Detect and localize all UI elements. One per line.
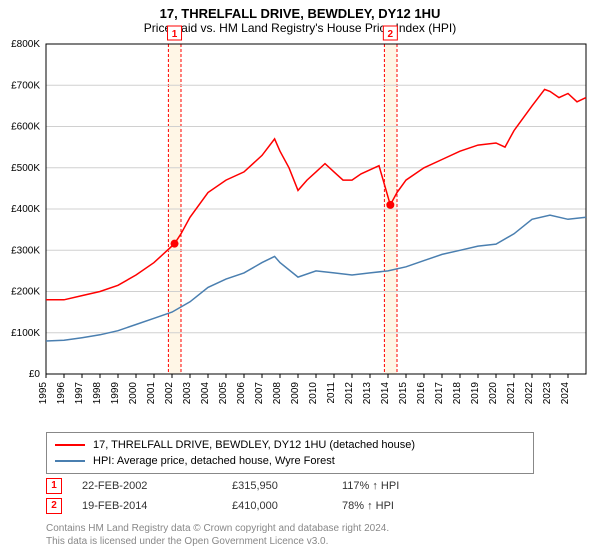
svg-text:£200K: £200K [11, 287, 40, 298]
svg-text:1999: 1999 [110, 382, 121, 405]
data-points-table: 1 22-FEB-2002 £315,950 117% ↑ HPI 2 19-F… [46, 476, 566, 516]
data-point-price: £315,950 [232, 480, 342, 492]
svg-text:2024: 2024 [560, 382, 571, 405]
legend-label: HPI: Average price, detached house, Wyre… [93, 455, 335, 467]
svg-text:2006: 2006 [236, 382, 247, 405]
svg-text:1997: 1997 [74, 382, 85, 405]
svg-text:£500K: £500K [11, 163, 40, 174]
svg-text:2009: 2009 [290, 382, 301, 405]
svg-text:2012: 2012 [344, 382, 355, 405]
svg-text:2014: 2014 [380, 382, 391, 405]
svg-text:£400K: £400K [11, 204, 40, 215]
svg-text:£100K: £100K [11, 328, 40, 339]
svg-text:£600K: £600K [11, 122, 40, 133]
attribution-line: Contains HM Land Registry data © Crown c… [46, 523, 389, 534]
legend-label: 17, THRELFALL DRIVE, BEWDLEY, DY12 1HU (… [93, 439, 415, 451]
data-point-row: 2 19-FEB-2014 £410,000 78% ↑ HPI [46, 496, 566, 516]
page-subtitle: Price paid vs. HM Land Registry's House … [0, 21, 600, 39]
svg-text:2016: 2016 [416, 382, 427, 405]
page-title: 17, THRELFALL DRIVE, BEWDLEY, DY12 1HU [0, 0, 600, 21]
chart: £0£100K£200K£300K£400K£500K£600K£700K£80… [46, 44, 586, 404]
data-point-row: 1 22-FEB-2002 £315,950 117% ↑ HPI [46, 476, 566, 496]
svg-text:£0: £0 [29, 369, 41, 380]
svg-text:2000: 2000 [128, 382, 139, 405]
svg-text:1996: 1996 [56, 382, 67, 405]
svg-text:2020: 2020 [488, 382, 499, 405]
svg-text:2015: 2015 [398, 382, 409, 405]
svg-text:2003: 2003 [182, 382, 193, 405]
svg-text:2023: 2023 [542, 382, 553, 405]
svg-text:2001: 2001 [146, 382, 157, 405]
legend: 17, THRELFALL DRIVE, BEWDLEY, DY12 1HU (… [46, 432, 534, 474]
legend-swatch-icon [55, 460, 85, 462]
svg-text:2021: 2021 [506, 382, 517, 405]
svg-text:2007: 2007 [254, 382, 265, 405]
data-point-date: 19-FEB-2014 [82, 500, 232, 512]
svg-text:2013: 2013 [362, 382, 373, 405]
svg-text:£300K: £300K [11, 245, 40, 256]
legend-item: 17, THRELFALL DRIVE, BEWDLEY, DY12 1HU (… [55, 437, 525, 453]
chart-svg: £0£100K£200K£300K£400K£500K£600K£700K£80… [46, 44, 586, 404]
attribution-line: This data is licensed under the Open Gov… [46, 536, 328, 547]
svg-text:2004: 2004 [200, 382, 211, 405]
svg-text:2019: 2019 [470, 382, 481, 405]
svg-text:2011: 2011 [326, 382, 337, 404]
svg-text:2017: 2017 [434, 382, 445, 405]
data-point-pct: 78% ↑ HPI [342, 500, 462, 512]
marker-number-icon: 2 [46, 498, 62, 514]
legend-item: HPI: Average price, detached house, Wyre… [55, 453, 525, 469]
svg-text:2022: 2022 [524, 382, 535, 405]
svg-text:2018: 2018 [452, 382, 463, 405]
svg-text:£700K: £700K [11, 80, 40, 91]
svg-text:1998: 1998 [92, 382, 103, 405]
svg-text:2010: 2010 [308, 382, 319, 405]
svg-text:2: 2 [388, 29, 394, 40]
chart-container: 17, THRELFALL DRIVE, BEWDLEY, DY12 1HU P… [0, 0, 600, 560]
attribution: Contains HM Land Registry data © Crown c… [46, 522, 576, 548]
svg-text:2002: 2002 [164, 382, 175, 405]
svg-text:£800K: £800K [11, 39, 40, 50]
data-point-price: £410,000 [232, 500, 342, 512]
marker-number-icon: 1 [46, 478, 62, 494]
data-point-date: 22-FEB-2002 [82, 480, 232, 492]
svg-text:1995: 1995 [38, 382, 49, 405]
svg-text:2005: 2005 [218, 382, 229, 405]
svg-text:1: 1 [172, 29, 178, 40]
legend-swatch-icon [55, 444, 85, 446]
data-point-pct: 117% ↑ HPI [342, 480, 462, 492]
svg-text:2008: 2008 [272, 382, 283, 405]
